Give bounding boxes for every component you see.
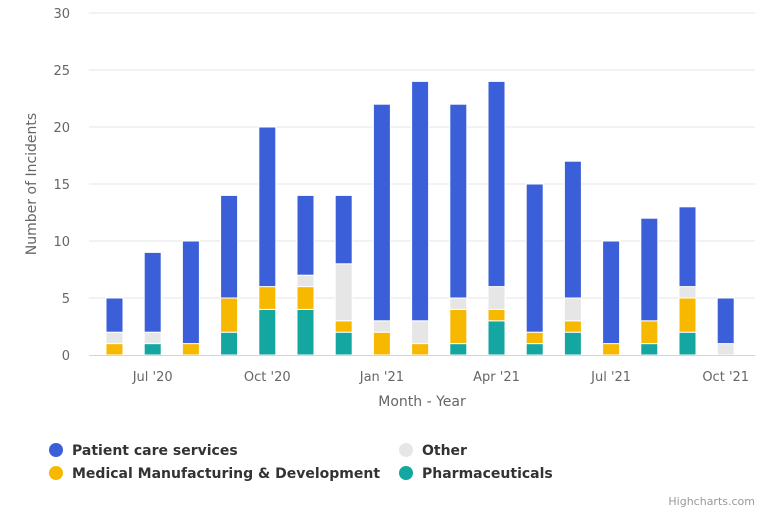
bar-segment-pharmaceuticals[interactable] bbox=[525, 343, 544, 356]
y-tick-label: 25 bbox=[53, 64, 70, 79]
legend-marker bbox=[49, 443, 63, 457]
x-tick-label: Oct '20 bbox=[244, 370, 291, 385]
bar-segment-other[interactable] bbox=[143, 331, 162, 345]
bar-segment-other[interactable] bbox=[487, 286, 506, 310]
x-tick-label: Jul '20 bbox=[132, 370, 173, 385]
legend-marker bbox=[399, 466, 413, 480]
legend-label: Medical Manufacturing & Development bbox=[72, 466, 380, 482]
credits[interactable]: Highcharts.com bbox=[668, 495, 755, 508]
bar-segment-pharmaceuticals[interactable] bbox=[449, 343, 468, 356]
bar-segment-pharmaceuticals[interactable] bbox=[563, 331, 582, 356]
bar-segment-patient-care-services[interactable] bbox=[411, 80, 430, 322]
bar-segment-pharmaceuticals[interactable] bbox=[334, 331, 353, 356]
bar-segment-patient-care-services[interactable] bbox=[716, 297, 735, 345]
bar-segment-pharmaceuticals[interactable] bbox=[220, 331, 239, 356]
bar-segment-patient-care-services[interactable] bbox=[602, 240, 621, 345]
bar-segment-patient-care-services[interactable] bbox=[640, 217, 659, 322]
bar-segment-patient-care-services[interactable] bbox=[449, 103, 468, 299]
bar-segment-patient-care-services[interactable] bbox=[143, 251, 162, 333]
bar-segment-medical-manufacturing-development[interactable] bbox=[105, 343, 124, 356]
bar-segment-medical-manufacturing-development[interactable] bbox=[640, 320, 659, 345]
bar-segment-other[interactable] bbox=[678, 286, 697, 299]
bar-segment-other[interactable] bbox=[296, 274, 315, 288]
x-axis-title: Month - Year bbox=[378, 394, 466, 410]
x-tick-label: Jan '21 bbox=[359, 370, 404, 385]
y-tick-label: 15 bbox=[53, 178, 70, 193]
bar-segment-other[interactable] bbox=[716, 343, 735, 356]
bar-segment-medical-manufacturing-development[interactable] bbox=[449, 308, 468, 345]
bar-segment-other[interactable] bbox=[334, 263, 353, 322]
bar-segment-patient-care-services[interactable] bbox=[678, 206, 697, 288]
bar-segment-patient-care-services[interactable] bbox=[220, 194, 239, 299]
bar-segment-patient-care-services[interactable] bbox=[258, 126, 277, 288]
bars bbox=[105, 80, 735, 356]
legend-label: Patient care services bbox=[72, 443, 238, 459]
bar-segment-medical-manufacturing-development[interactable] bbox=[296, 286, 315, 310]
bar-segment-pharmaceuticals[interactable] bbox=[487, 320, 506, 356]
x-tick-label: Oct '21 bbox=[702, 370, 749, 385]
bar-segment-pharmaceuticals[interactable] bbox=[143, 343, 162, 356]
y-tick-label: 0 bbox=[62, 349, 70, 364]
bar-segment-patient-care-services[interactable] bbox=[563, 160, 582, 299]
legend-item-other[interactable]: Other bbox=[399, 443, 467, 459]
bar-segment-medical-manufacturing-development[interactable] bbox=[258, 286, 277, 310]
bar-segment-patient-care-services[interactable] bbox=[525, 183, 544, 333]
bar-segment-patient-care-services[interactable] bbox=[334, 194, 353, 265]
legend-item-medical-manufacturing-development[interactable]: Medical Manufacturing & Development bbox=[49, 466, 380, 482]
legend-marker bbox=[399, 443, 413, 457]
y-tick-label: 20 bbox=[53, 121, 70, 136]
bar-segment-patient-care-services[interactable] bbox=[296, 194, 315, 276]
bar-segment-patient-care-services[interactable] bbox=[487, 80, 506, 288]
y-tick-label: 5 bbox=[62, 292, 70, 307]
bar-segment-pharmaceuticals[interactable] bbox=[258, 308, 277, 356]
bar-segment-pharmaceuticals[interactable] bbox=[678, 331, 697, 356]
x-axis-ticks: Jul '20 Oct '20 Jan '21 Apr '21 Jul '21 Oct '… bbox=[132, 370, 749, 385]
bar-segment-medical-manufacturing-development[interactable] bbox=[334, 320, 353, 333]
y-axis-title: Number of Incidents bbox=[24, 113, 40, 255]
bar-segment-other[interactable] bbox=[105, 331, 124, 345]
bar-segment-medical-manufacturing-development[interactable] bbox=[372, 331, 391, 356]
bar-segment-other[interactable] bbox=[411, 320, 430, 345]
x-tick-label: Apr '21 bbox=[473, 370, 520, 385]
bar-segment-medical-manufacturing-development[interactable] bbox=[181, 343, 200, 356]
y-tick-label: 30 bbox=[53, 7, 70, 22]
bar-segment-pharmaceuticals[interactable] bbox=[296, 308, 315, 356]
legend: Patient care services Other Medical Manufa… bbox=[49, 443, 553, 482]
legend-marker bbox=[49, 466, 63, 480]
bar-segment-patient-care-services[interactable] bbox=[181, 240, 200, 345]
x-tick-label: Jul '21 bbox=[590, 370, 631, 385]
bar-segment-patient-care-services[interactable] bbox=[105, 297, 124, 333]
y-axis-ticks: 0 5 10 15 20 25 30 bbox=[53, 7, 70, 364]
legend-label: Pharmaceuticals bbox=[422, 466, 553, 482]
bar-segment-other[interactable] bbox=[449, 297, 468, 310]
bar-segment-medical-manufacturing-development[interactable] bbox=[678, 297, 697, 333]
bar-segment-medical-manufacturing-development[interactable] bbox=[487, 308, 506, 322]
bar-segment-medical-manufacturing-development[interactable] bbox=[411, 343, 430, 356]
bar-segment-medical-manufacturing-development[interactable] bbox=[602, 343, 621, 356]
bar-segment-medical-manufacturing-development[interactable] bbox=[525, 331, 544, 345]
bar-segment-other[interactable] bbox=[372, 320, 391, 333]
bar-segment-medical-manufacturing-development[interactable] bbox=[220, 297, 239, 333]
y-tick-label: 10 bbox=[53, 235, 70, 250]
legend-item-patient-care-services[interactable]: Patient care services bbox=[49, 443, 238, 459]
bar-segment-other[interactable] bbox=[563, 297, 582, 322]
bar-segment-medical-manufacturing-development[interactable] bbox=[563, 320, 582, 333]
bar-segment-pharmaceuticals[interactable] bbox=[640, 343, 659, 356]
bar-segment-patient-care-services[interactable] bbox=[372, 103, 391, 322]
legend-label: Other bbox=[422, 443, 467, 459]
legend-item-pharmaceuticals[interactable]: Pharmaceuticals bbox=[399, 466, 553, 482]
